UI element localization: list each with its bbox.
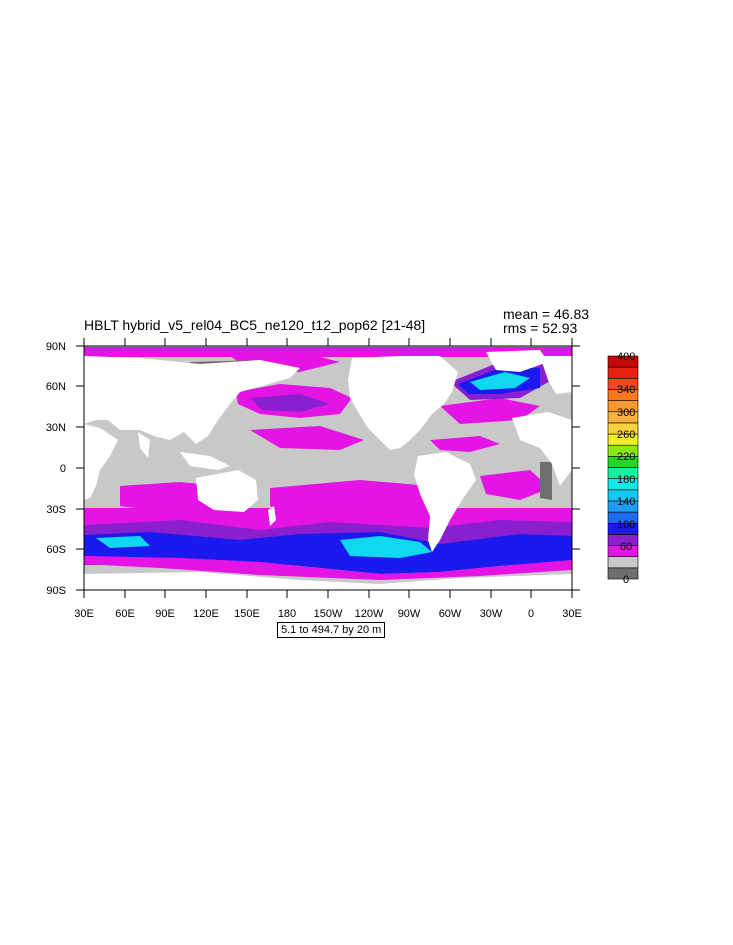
colorbar-label-140: 140 (617, 496, 635, 508)
map-field (84, 346, 572, 590)
lat-label-60s: 60S (46, 544, 66, 556)
colorbar-label-100: 100 (617, 519, 635, 531)
lon-axis: 30E 60E 90E 120E 150E 180 150W 120W 90W … (74, 338, 582, 620)
lat-axis: 90N 60N 30N 0 30S 60S 90S (46, 341, 580, 597)
colorbar-label-400: 400 (617, 351, 635, 363)
lat-label-90s: 90S (46, 585, 66, 597)
lon-label-180: 180 (278, 608, 296, 620)
south-america (414, 452, 476, 552)
lat-label-60n: 60N (46, 381, 66, 393)
southern-cyan-patch-2 (96, 536, 150, 548)
lat-label-90n: 90N (46, 341, 66, 353)
colorbar-label-340: 340 (617, 384, 635, 396)
lon-label-0: 0 (528, 608, 534, 620)
arctic-band (84, 347, 572, 357)
east-pacific-blob (250, 426, 364, 450)
europe-west (540, 356, 572, 394)
greenland (486, 350, 548, 372)
lat-label-30s: 30S (46, 504, 66, 516)
south-atlantic-blob (480, 470, 550, 500)
africa-east-portion (84, 424, 118, 500)
lon-label-90w: 90W (398, 608, 421, 620)
new-zealand (268, 506, 276, 526)
indonesia (180, 452, 230, 470)
southern-magenta-edge (84, 556, 572, 580)
lat-label-30n: 30N (46, 422, 66, 434)
sea-ice-patch-3 (540, 462, 552, 500)
lon-label-90e: 90E (155, 608, 175, 620)
southern-blue-band (84, 532, 572, 574)
lon-label-150w: 150W (314, 608, 343, 620)
lat-tick-marks (76, 345, 580, 591)
africa-west-portion (512, 412, 572, 486)
north-america (348, 356, 458, 450)
colorbar-swatch-18 (607, 366, 639, 379)
india (138, 432, 150, 458)
colorbar (607, 355, 639, 580)
lon-label-120e: 120E (193, 608, 219, 620)
antarctica (84, 572, 572, 590)
lon-label-60e: 60E (115, 608, 135, 620)
mean-stat: mean = 46.83 (503, 306, 590, 322)
colorbar-label-220: 220 (617, 451, 635, 463)
southern-cyan-patch (340, 536, 432, 558)
south-pacific-blob (270, 480, 440, 522)
lon-label-150e: 150E (234, 608, 260, 620)
lat-label-0: 0 (60, 463, 66, 475)
north-pacific-core (250, 394, 330, 412)
lon-label-120w: 120W (355, 608, 384, 620)
plot-title: HBLT hybrid_v5_rel04_BC5_ne120_t12_pop62… (84, 317, 426, 333)
contour-info-box: 5.1 to 494.7 by 20 m (277, 622, 386, 638)
australia (196, 470, 258, 512)
colorbar-label-180: 180 (617, 474, 635, 486)
lon-label-30w: 30W (480, 608, 503, 620)
colorbar-labels: 0 60 100 140 180 220 260 300 340 400 (617, 351, 635, 586)
east-atlantic-blob (430, 436, 500, 452)
lon-label-30e: 30E (74, 608, 94, 620)
colorbar-label-300: 300 (617, 407, 635, 419)
lon-label-30e-right: 30E (562, 608, 582, 620)
colorbar-swatch-19 (607, 355, 639, 368)
colorbar-label-0: 0 (623, 574, 629, 586)
land (84, 350, 572, 590)
north-atlantic-cyan (470, 372, 530, 390)
lon-label-60w: 60W (439, 608, 462, 620)
lon-tick-marks (83, 338, 573, 598)
colorbar-swatch-1 (607, 556, 639, 569)
rms-stat: rms = 52.93 (503, 320, 578, 336)
colorbar-label-60: 60 (620, 541, 632, 553)
eurasia (84, 356, 300, 444)
colorbar-label-260: 260 (617, 429, 635, 441)
